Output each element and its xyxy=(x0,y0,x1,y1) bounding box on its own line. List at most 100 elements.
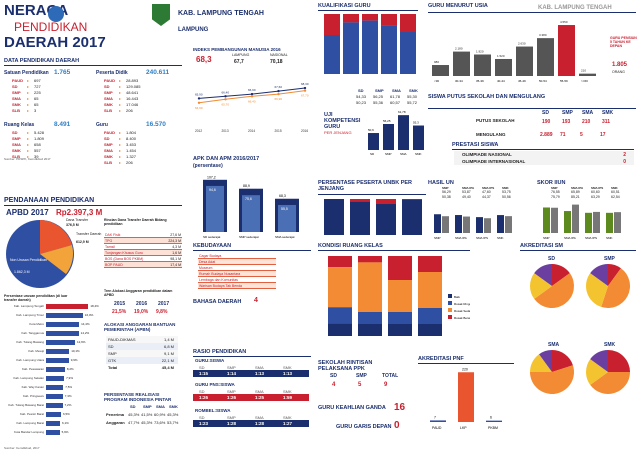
score-header: SMA IPS xyxy=(482,186,495,190)
row-value: 1.804 xyxy=(126,130,137,135)
divider xyxy=(418,363,514,364)
pnf-bar xyxy=(430,420,446,422)
rasio-bar xyxy=(193,394,309,401)
row-label: SMK xyxy=(12,148,21,153)
block-label: Guru xyxy=(96,122,108,128)
realisasi-title: PERSENTASE REALISASI PROGRAM INDONESIA P… xyxy=(104,392,172,402)
ranking-bar xyxy=(46,394,63,399)
rasio-value: 1:23 xyxy=(199,421,209,426)
ulang-value: 5 xyxy=(580,132,583,138)
kebudayaan-label: Lembaga dan Komunitas xyxy=(199,278,238,282)
ipm-x-tick: 2013 xyxy=(222,129,229,133)
rasio-value: 1:13 xyxy=(283,371,293,376)
row-label: SMP xyxy=(12,90,21,95)
putus-label: PUTUS SEKOLAH xyxy=(476,118,515,123)
akreditasi-group-label: SMA xyxy=(548,342,560,348)
region-subtitle: LAMPUNG xyxy=(178,27,209,33)
row-label: SMA xyxy=(12,142,21,147)
title-line2: PENDIDIKAN xyxy=(14,20,88,34)
apk-subtitle: (persentase) xyxy=(193,163,223,169)
ipm-point-label: 65,90 xyxy=(195,92,203,96)
kondisi-segment xyxy=(358,324,382,336)
row-value: 39 xyxy=(34,154,39,159)
rincian-value: 224,3 M xyxy=(168,239,181,243)
rasio-section-label: GURU:SISWA xyxy=(195,358,225,363)
ranking-value: 7,2% xyxy=(64,403,72,407)
ipm-point-label: 66,40 xyxy=(222,90,230,94)
ipm-point xyxy=(250,95,254,98)
alokasi-row: SD 6,8 M xyxy=(106,343,178,350)
kondisi-segment xyxy=(388,256,412,280)
ipm-point xyxy=(250,92,254,96)
kebudayaan-label: Rumah Budaya Nusantara xyxy=(199,272,241,276)
rasio-header: SMP xyxy=(227,415,236,420)
prestasi-title: PRESTASI SISWA xyxy=(452,142,499,148)
rincian-row: TPG 224,3 M xyxy=(104,238,182,244)
kualifikasi-bar-s1 xyxy=(362,20,378,75)
transfer-daerah-value: 612,9 M xyxy=(76,240,89,244)
usia-value-label: 210 xyxy=(581,69,586,73)
ranking-value: 7,3% xyxy=(64,394,72,398)
kualifikasi-bar-below-s1 xyxy=(362,14,378,21)
prestasi-label: OLIMPIADE INTERNASIONAL xyxy=(462,159,526,164)
alokasi-title: ALOKASI ANGGARAN BANTUAN PEMERINTAH (APB… xyxy=(104,322,176,332)
rincian-label: TPG xyxy=(105,239,113,243)
trend-value: 19,0% xyxy=(134,309,149,315)
akreditasi-group-label: SMP xyxy=(604,256,616,262)
ranking-bar xyxy=(46,385,64,390)
arrow-icon: ▸ xyxy=(27,148,30,153)
kondisi-segment xyxy=(328,256,352,268)
divider xyxy=(428,12,636,13)
ranking-bar xyxy=(46,322,80,327)
ipm-point-label: 67,70 xyxy=(301,94,309,98)
rincian-label: BOS (Dana BOS PKBM) xyxy=(105,257,144,261)
score-category-label: SMK xyxy=(606,236,613,240)
rincian-label: Tunjangan Khusus Guru xyxy=(105,251,143,255)
rintisan-header: SD xyxy=(330,373,337,379)
row-value: 28.893 xyxy=(126,78,139,83)
kondisi-segment xyxy=(358,312,382,324)
row-value: 3 xyxy=(34,108,37,113)
score-kab-value: 76,55 xyxy=(551,190,560,194)
ranking-bar xyxy=(46,313,83,318)
pnf-title: AKREDITASI PNF xyxy=(418,356,464,362)
ipm-x-tick: 2012 xyxy=(195,129,202,133)
row-label: SD xyxy=(12,84,18,89)
block-total: 16.570 xyxy=(146,121,166,128)
score-category-label: SMA IPS xyxy=(585,236,597,240)
pnf-bar xyxy=(486,420,502,422)
ukg-title: UJI KOMPETENSI GURU xyxy=(324,112,361,130)
realisasi-label: Anggaran xyxy=(106,420,125,425)
realisasi-value: 45,3% xyxy=(128,412,140,417)
ranking-value: 6,5% xyxy=(62,412,70,416)
kebudayaan-row: Rumah Budaya Nusantara xyxy=(198,271,276,277)
row-value: 65 xyxy=(34,96,39,101)
apk-category-label: SD sederajat xyxy=(203,235,221,239)
rasio-header: SD xyxy=(199,389,205,394)
block-total: 240.611 xyxy=(146,69,170,76)
ukg-bar xyxy=(383,124,394,150)
bahasa-value: 4 xyxy=(254,297,258,304)
ipm-point-label: 67,60 xyxy=(275,85,283,89)
ranking-bar xyxy=(46,412,61,417)
rasio-value: 1:15 xyxy=(199,371,209,376)
siswa-putus-title: SISWA PUTUS SEKOLAH DAN MENGULANG xyxy=(428,94,546,100)
row-value: 65 xyxy=(34,102,39,107)
unbk-bar xyxy=(376,204,396,235)
rasio-header: SD xyxy=(199,415,205,420)
ipm-point xyxy=(197,101,201,104)
rasio-header: SMA xyxy=(255,365,264,370)
ukg-bar-label: 56,25 xyxy=(383,119,391,123)
akreditasi-pie-slice xyxy=(534,273,574,308)
rincian-value: 4,3 M xyxy=(172,245,181,249)
ipm-nasional-label: NASIONAL xyxy=(270,53,288,57)
usia-bar xyxy=(516,46,533,76)
ukg-category-label: SMP xyxy=(385,152,392,156)
score-prov-value: 50,56 xyxy=(502,195,511,199)
pie-slice-dana-transfer xyxy=(40,245,74,274)
score-kab-value: 56,29 xyxy=(442,190,451,194)
score-category-label: SMA IPA xyxy=(564,236,576,240)
ranking-label: Kota Bandar Lampung xyxy=(13,430,44,434)
ukg-header: SMK xyxy=(409,88,418,93)
usia-category-label: 45-49 xyxy=(518,79,526,83)
